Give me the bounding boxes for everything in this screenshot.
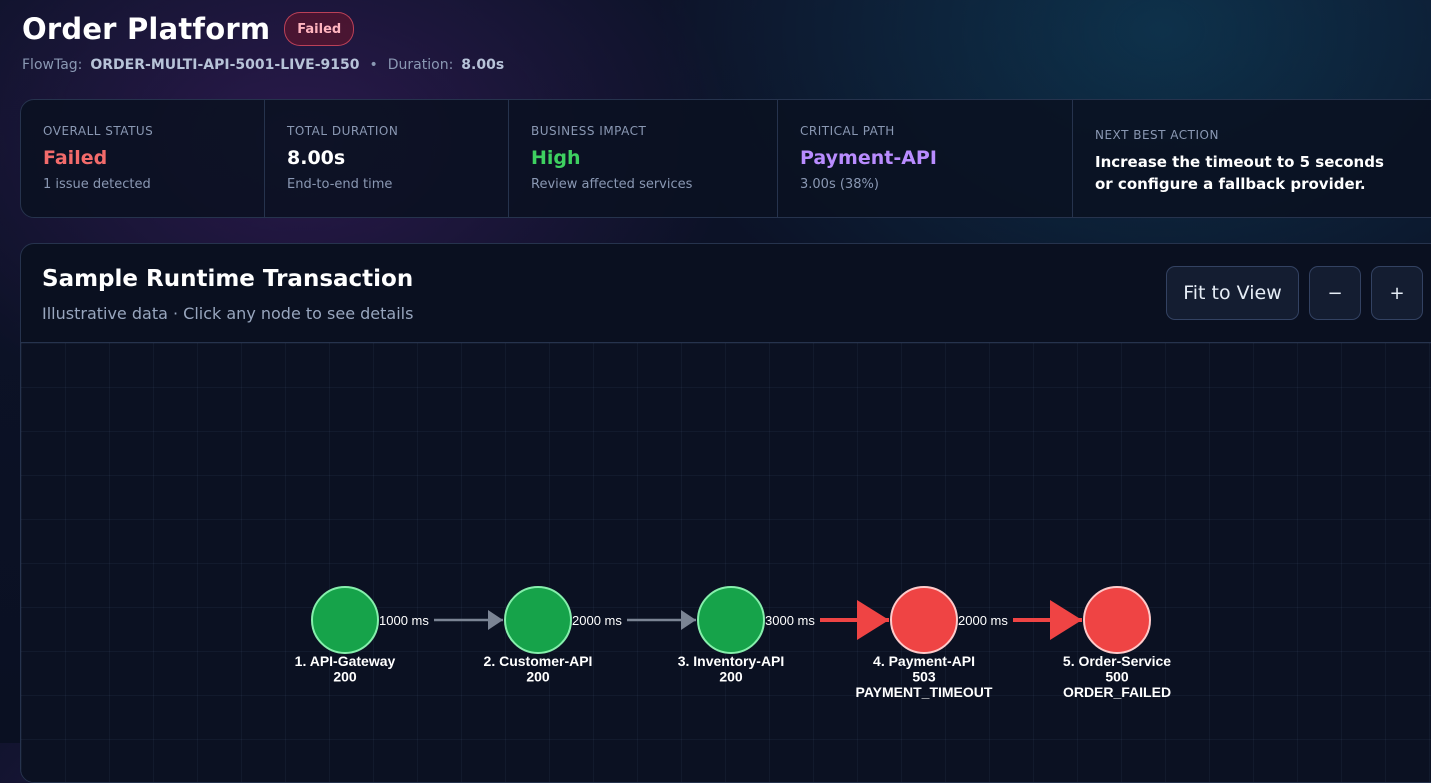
page-title: Order Platform <box>22 12 271 46</box>
edge-duration-label: 1000 ms <box>379 613 429 628</box>
zoom-in-button[interactable]: + <box>1371 266 1423 320</box>
business-impact-sub: Review affected services <box>531 177 693 192</box>
business-impact-cell: BUSINESS IMPACT High Review affected ser… <box>509 100 778 217</box>
meta-separator: • <box>369 57 378 73</box>
edge-duration-label: 3000 ms <box>765 613 815 628</box>
graph-panel-subtitle: Illustrative data · Click any node to se… <box>42 304 414 323</box>
service-node[interactable] <box>504 586 572 654</box>
critical-path-value: Payment-API <box>800 147 937 169</box>
summary-card: OVERALL STATUS Failed 1 issue detected T… <box>20 99 1431 218</box>
flowtag-label: FlowTag: <box>22 57 83 73</box>
overall-status-value: Failed <box>43 147 108 169</box>
service-node[interactable] <box>1083 586 1151 654</box>
node-name-label: 4. Payment-API <box>873 653 975 669</box>
critical-path-label: CRITICAL PATH <box>800 124 895 138</box>
node-error-code: ORDER_FAILED <box>1063 684 1171 700</box>
next-best-action-cell: NEXT BEST ACTION Increase the timeout to… <box>1073 100 1431 217</box>
duration-value: 8.00s <box>461 57 505 73</box>
status-badge: Failed <box>284 12 355 46</box>
graph-panel-header: Sample Runtime Transaction Illustrative … <box>21 244 1431 343</box>
critical-path-cell: CRITICAL PATH Payment-API 3.00s (38%) <box>778 100 1073 217</box>
node-name-label: 3. Inventory-API <box>678 653 785 669</box>
next-best-action-label: NEXT BEST ACTION <box>1095 128 1219 142</box>
total-duration-cell: TOTAL DURATION 8.00s End-to-end time <box>265 100 509 217</box>
total-duration-sub: End-to-end time <box>287 177 393 192</box>
graph-canvas[interactable]: 1000 ms 2000 ms 3000 ms 2000 ms 1. API-Gatew… <box>21 343 1431 782</box>
node-status-code: 503 <box>912 669 936 685</box>
transaction-graph-panel: Sample Runtime Transaction Illustrative … <box>20 243 1431 783</box>
node-status-code: 200 <box>333 669 357 685</box>
fit-to-view-button[interactable]: Fit to View <box>1166 266 1299 320</box>
zoom-out-button[interactable]: − <box>1309 266 1361 320</box>
overall-status-label: OVERALL STATUS <box>43 124 154 138</box>
overall-status-sub: 1 issue detected <box>43 177 151 192</box>
service-node[interactable] <box>890 586 958 654</box>
flow-meta: FlowTag: ORDER-MULTI-API-5001-LIVE-9150 … <box>22 57 504 73</box>
graph-panel-title: Sample Runtime Transaction <box>42 266 414 292</box>
node-name-label: 2. Customer-API <box>484 653 593 669</box>
node-status-code: 500 <box>1105 669 1129 685</box>
flowtag-value: ORDER-MULTI-API-5001-LIVE-9150 <box>90 57 360 73</box>
edge-duration-label: 2000 ms <box>572 613 622 628</box>
node-name-label: 5. Order-Service <box>1063 653 1171 669</box>
service-node[interactable] <box>311 586 379 654</box>
title-row: Order Platform Failed <box>22 8 504 50</box>
overall-status-cell: OVERALL STATUS Failed 1 issue detected <box>21 100 265 217</box>
node-name-label: 1. API-Gateway <box>295 653 396 669</box>
page-header: Order Platform Failed FlowTag: ORDER-MUL… <box>22 8 504 73</box>
business-impact-label: BUSINESS IMPACT <box>531 124 647 138</box>
flow-graph: 1000 ms 2000 ms 3000 ms 2000 ms 1. API-Gatew… <box>295 586 1171 700</box>
business-impact-value: High <box>531 147 581 169</box>
total-duration-label: TOTAL DURATION <box>287 124 399 138</box>
service-node[interactable] <box>697 586 765 654</box>
next-best-action-value: Increase the timeout to 5 seconds or con… <box>1095 153 1384 193</box>
critical-path-sub: 3.00s (38%) <box>800 177 879 192</box>
edge-duration-label: 2000 ms <box>958 613 1008 628</box>
total-duration-value: 8.00s <box>287 147 346 169</box>
node-status-code: 200 <box>719 669 743 685</box>
node-status-code: 200 <box>526 669 550 685</box>
node-error-code: PAYMENT_TIMEOUT <box>856 684 993 700</box>
duration-label: Duration: <box>387 57 454 73</box>
